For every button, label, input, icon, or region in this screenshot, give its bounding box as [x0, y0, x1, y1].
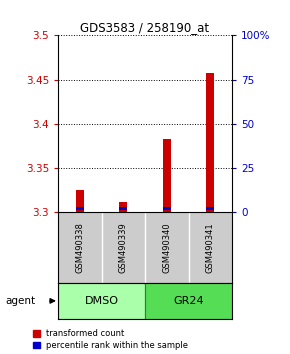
Text: GSM490341: GSM490341: [206, 222, 215, 273]
Bar: [76, 207, 84, 210]
Bar: [119, 202, 127, 212]
Text: DMSO: DMSO: [84, 296, 119, 306]
Bar: [76, 190, 84, 212]
Text: GSM490339: GSM490339: [119, 222, 128, 273]
Bar: [145, 283, 232, 319]
Legend: transformed count, percentile rank within the sample: transformed count, percentile rank withi…: [33, 329, 188, 350]
Title: GDS3583 / 258190_at: GDS3583 / 258190_at: [80, 21, 210, 34]
Bar: [119, 207, 127, 210]
Bar: [206, 73, 214, 212]
Bar: [163, 139, 171, 212]
Text: GSM490338: GSM490338: [75, 222, 84, 273]
Bar: [163, 207, 171, 210]
Text: GR24: GR24: [173, 296, 204, 306]
Text: GSM490340: GSM490340: [162, 222, 171, 273]
Text: agent: agent: [6, 296, 36, 306]
Bar: [206, 207, 214, 210]
Bar: [58, 283, 145, 319]
